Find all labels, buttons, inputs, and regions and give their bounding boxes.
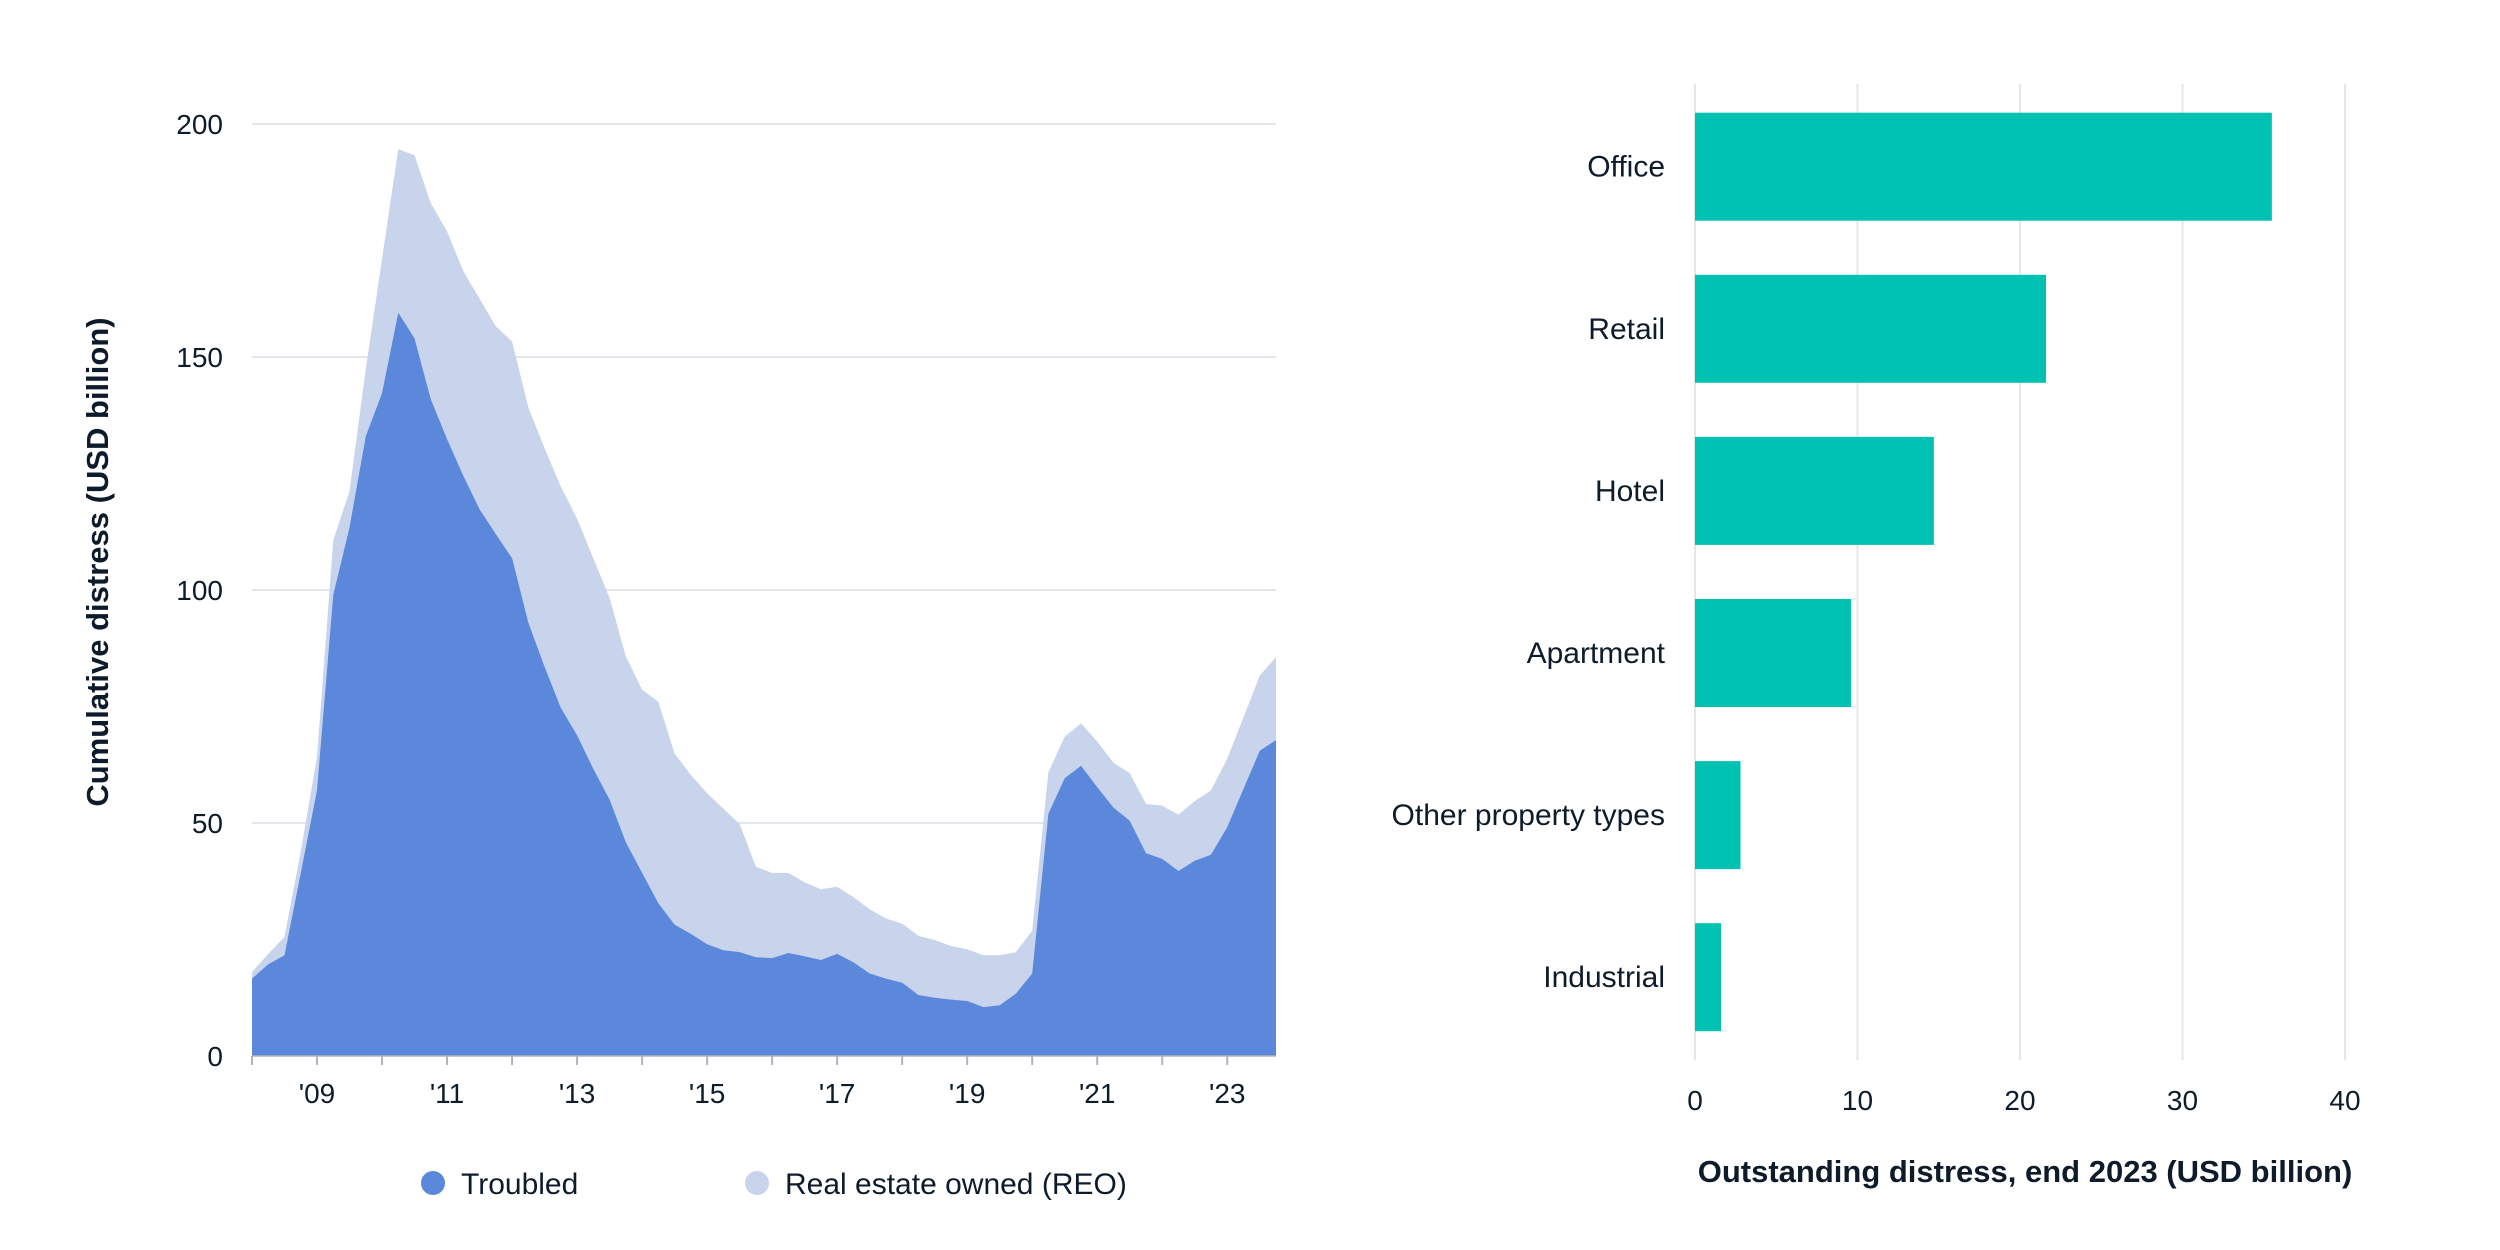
bar-category-label: Apartment [1527,637,1666,670]
bar-industrial[interactable] [1695,923,1721,1032]
area-troubled [252,312,1276,1056]
area-y-tick-label: 150 [176,342,223,373]
bar-retail[interactable] [1695,274,2046,383]
legend-label-reo: Real estate owned (REO) [785,1168,1127,1201]
bar-category-label: Industrial [1543,961,1665,994]
bar-hotel[interactable] [1695,436,1934,545]
bar-x-axis-title: Outstanding distress, end 2023 (USD bill… [1698,1154,2353,1189]
bar-x-tick-label: 30 [2167,1085,2198,1116]
legend-label-troubled: Troubled [461,1168,578,1201]
area-x-tick-label: '19 [949,1078,986,1109]
area-x-tick-label: '11 [430,1078,464,1109]
area-x-axis [251,1055,1276,1065]
area-y-tick-label: 50 [192,808,223,839]
bar-x-tick-label: 20 [2004,1085,2035,1116]
bar-gridlines [1694,84,2346,1060]
area-x-tick-label: '13 [559,1078,596,1109]
bar-category-label: Retail [1588,313,1665,346]
bar-apartment[interactable] [1695,599,1851,707]
area-x-tick-label: '17 [819,1078,856,1109]
area-y-axis-title: Cumulative distress (USD billion) [80,317,115,806]
bar-office[interactable] [1695,112,2272,221]
bar-x-tick-labels: 0 10 20 30 40 [1687,1085,2360,1116]
legend-item-troubled[interactable]: Troubled [421,1168,578,1201]
bar-category-labels: Office Retail Hotel Apartment Other property… [1392,151,1666,995]
legend-item-reo[interactable]: Real estate owned (REO) [745,1168,1127,1201]
bar-category-label: Other property types [1392,799,1665,832]
area-series [252,149,1276,1056]
bar-series [1695,112,2272,1032]
area-chart: 0 50 100 150 200 '09 '11 '13 '15 '17 '19 '21 '23 Cu… [80,109,1276,1201]
area-x-tick-label: '15 [689,1078,726,1109]
area-y-tick-label: 0 [207,1041,223,1072]
legend: Troubled Real estate owned (REO) [421,1168,1127,1201]
area-x-tick-labels: '09 '11 '13 '15 '17 '19 '21 '23 [299,1078,1246,1109]
area-y-tick-label: 200 [176,109,223,140]
legend-swatch-reo [745,1171,769,1195]
area-y-tick-labels: 0 50 100 150 200 [176,109,223,1072]
bar-x-tick-label: 0 [1687,1085,1703,1116]
legend-swatch-troubled [421,1171,445,1195]
area-x-tick-label: '23 [1209,1078,1246,1109]
bar-x-tick-label: 40 [2329,1085,2360,1116]
bar-category-label: Hotel [1595,475,1665,508]
bar-category-label: Office [1587,151,1665,184]
bar-other-property-types[interactable] [1695,761,1741,870]
area-y-tick-label: 100 [176,575,223,606]
bar-x-tick-label: 10 [1842,1085,1873,1116]
bar-chart: Office Retail Hotel Apartment Other property… [1392,84,2361,1189]
area-x-tick-label: '09 [299,1078,336,1109]
area-x-tick-label: '21 [1079,1078,1116,1109]
